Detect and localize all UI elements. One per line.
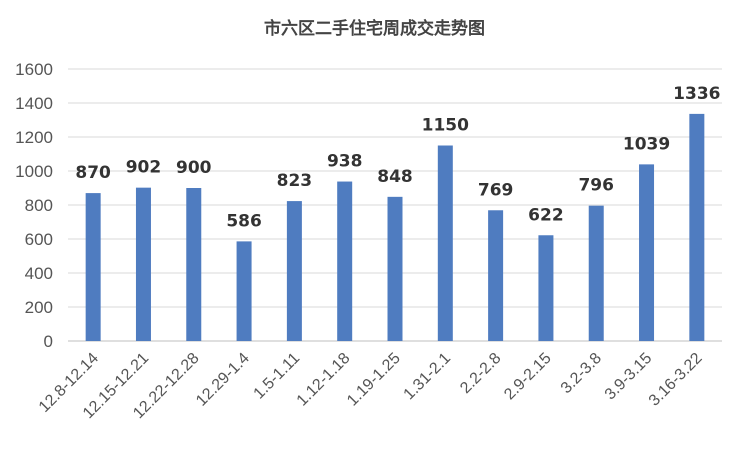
x-tick-label: 1.31-2.1 [401,350,455,404]
data-label: 796 [578,176,614,196]
x-tick-label: 1.12-1.18 [294,350,354,410]
x-tick-label: 2.9-2.15 [501,350,555,404]
data-label: 900 [176,158,212,178]
bar [186,188,202,341]
y-tick-label: 400 [25,264,53,283]
x-tick-label: 3.2-3.8 [558,350,605,397]
y-tick-label: 200 [25,298,53,317]
bar [538,235,554,341]
data-label: 1039 [623,134,670,154]
bar [639,164,655,341]
data-label: 622 [528,205,564,225]
data-label: 870 [75,163,111,183]
data-label: 1336 [673,84,720,104]
data-label: 848 [377,167,413,187]
data-label: 823 [277,171,313,191]
x-tick-label: 3.16-3.22 [646,350,706,410]
x-tick-label: 2.2-2.8 [457,350,504,397]
bar [236,241,252,341]
bar [337,181,353,341]
y-tick-label: 1600 [15,60,53,79]
y-tick-label: 1000 [15,162,53,181]
bar [85,193,101,341]
bar [588,205,604,341]
data-label: 1150 [422,116,469,136]
y-tick-label: 1400 [15,94,53,113]
bar [488,210,504,341]
y-tick-label: 1200 [15,128,53,147]
data-label: 902 [126,158,162,178]
data-label: 769 [478,180,514,200]
y-tick-label: 800 [25,196,53,215]
bar [135,187,151,341]
x-tick-label: 12.29-1.4 [193,350,253,410]
data-label: 586 [226,211,262,231]
bar [387,196,403,341]
y-tick-label: 0 [44,332,53,351]
chart-title: 市六区二手住宅周成交走势图 [264,19,485,39]
x-tick-label: 1.19-1.25 [344,350,404,410]
data-label: 938 [327,152,363,172]
bar [437,145,453,341]
bar [286,201,302,341]
y-tick-label: 600 [25,230,53,249]
bar [689,113,705,341]
